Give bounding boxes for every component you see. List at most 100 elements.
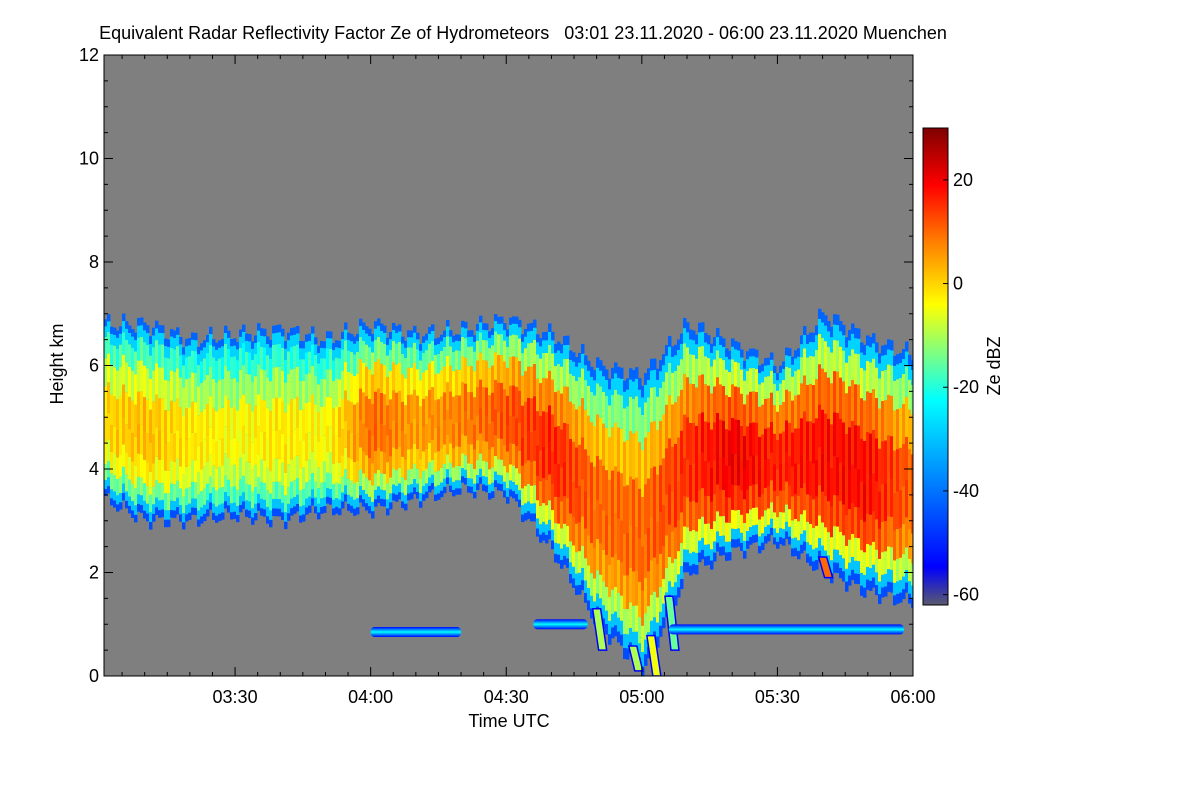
reflectivity-cell [233,437,237,465]
reflectivity-cell [197,386,201,416]
reflectivity-cell [260,335,264,347]
reflectivity-cell [266,467,270,491]
reflectivity-cell [353,483,357,500]
reflectivity-cell [728,466,732,498]
reflectivity-cell [416,483,420,492]
reflectivity-cell [821,453,825,492]
reflectivity-cell [296,333,300,345]
reflectivity-cell [620,562,624,596]
reflectivity-cell [434,374,438,401]
reflectivity-cell [617,559,621,593]
reflectivity-cell [287,404,291,437]
reflectivity-cell [497,355,501,383]
reflectivity-cell [857,507,861,539]
reflectivity-cell [800,455,804,489]
reflectivity-cell [488,395,492,424]
reflectivity-cell [434,427,438,453]
reflectivity-cell [128,479,132,497]
reflectivity-cell [302,348,306,360]
reflectivity-cell [242,453,246,476]
reflectivity-cell [404,378,408,406]
reflectivity-cell [653,369,657,388]
reflectivity-cell [680,512,684,544]
reflectivity-cell [389,399,393,430]
reflectivity-cell [800,488,804,515]
reflectivity-cell [869,392,873,434]
reflectivity-cell [416,491,420,499]
reflectivity-cell [326,348,330,370]
reflectivity-cell [623,647,627,659]
reflectivity-cell [671,531,675,564]
reflectivity-cell [110,333,114,345]
reflectivity-cell [683,317,687,329]
reflectivity-cell [659,360,663,372]
reflectivity-cell [815,379,819,419]
reflectivity-cell [230,465,234,487]
reflectivity-cell [455,350,459,370]
reflectivity-cell [227,505,231,513]
reflectivity-cell [662,617,666,629]
reflectivity-cell [887,349,891,365]
reflectivity-cell [731,484,735,510]
reflectivity-cell [467,486,471,493]
reflectivity-cell [206,342,210,354]
reflectivity-cell [707,422,711,462]
reflectivity-cell [803,449,807,484]
reflectivity-cell [341,476,345,493]
reflectivity-cell [635,477,639,528]
reflectivity-cell [860,585,864,596]
reflectivity-cell [314,376,318,405]
precipitation-streak [817,556,834,579]
reflectivity-cell [758,365,762,374]
reflectivity-cell [560,467,564,502]
reflectivity-cell [785,531,789,539]
reflectivity-cell [893,355,897,366]
reflectivity-cell [485,387,489,417]
reflectivity-cell [383,499,387,507]
reflectivity-cell [842,535,846,559]
reflectivity-cell [758,468,762,497]
reflectivity-cell [350,505,354,513]
reflectivity-cell [161,333,165,345]
reflectivity-cell [881,345,885,356]
reflectivity-cell [338,348,342,359]
reflectivity-cell [851,379,855,421]
reflectivity-cell [614,389,618,423]
reflectivity-cell [248,374,252,404]
reflectivity-cell [533,364,537,397]
reflectivity-cell [773,512,777,529]
reflectivity-cell [407,394,411,424]
reflectivity-cell [644,484,648,535]
reflectivity-cell [248,501,252,511]
reflectivity-cell [206,462,210,484]
reflectivity-cell [881,552,885,575]
reflectivity-cell [734,349,738,362]
reflectivity-cell [593,548,597,579]
reflectivity-cell [104,358,108,387]
reflectivity-cell [755,455,759,485]
reflectivity-cell [425,483,429,492]
reflectivity-cell [893,365,897,381]
reflectivity-cell [374,489,378,500]
reflectivity-cell [293,480,297,497]
reflectivity-cell [254,335,258,343]
reflectivity-cell [419,501,423,508]
reflectivity-cell [614,466,618,514]
reflectivity-cell [560,393,564,430]
reflectivity-cell [743,368,747,381]
reflectivity-cell [515,494,519,502]
reflectivity-cell [731,359,735,385]
reflectivity-cell [863,344,867,356]
reflectivity-cell [314,434,318,461]
reflectivity-cell [542,478,546,504]
reflectivity-cell [497,438,501,460]
reflectivity-cell [404,340,408,348]
reflectivity-cell [551,510,555,530]
reflectivity-cell [653,514,657,558]
reflectivity-cell [893,380,897,411]
reflectivity-cell [728,522,732,542]
reflectivity-cell [260,508,264,516]
reflectivity-cell [569,401,573,439]
reflectivity-cell [134,514,138,523]
reflectivity-cell [431,387,435,416]
